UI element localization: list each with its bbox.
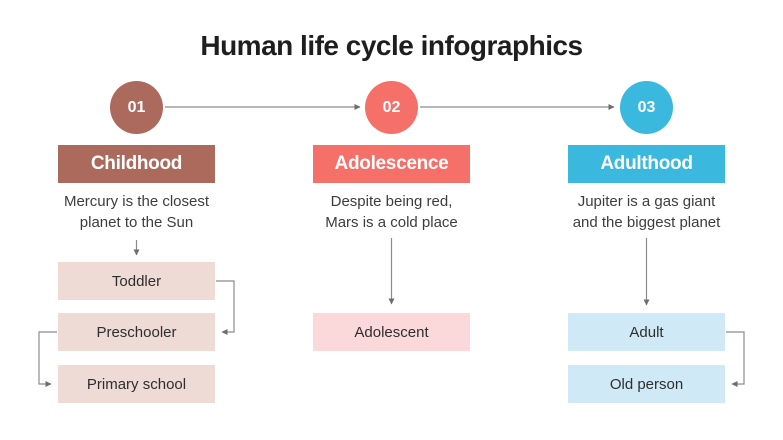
stage-description-adulthood: Jupiter is a gas giant and the biggest p… bbox=[548, 191, 745, 233]
step-circle-childhood: 01 bbox=[110, 81, 163, 134]
stage-box-preschooler: Preschooler bbox=[58, 313, 215, 351]
step-number-adulthood: 03 bbox=[637, 98, 656, 116]
stage-box-primary-school-label: Primary school bbox=[86, 375, 187, 393]
step-number-childhood: 01 bbox=[127, 98, 146, 116]
elbow-preschooler-to-primary-school bbox=[38, 331, 57, 387]
stage-header-adulthood: Adulthood bbox=[568, 145, 725, 183]
elbow-toddler-to-preschooler bbox=[216, 280, 235, 335]
description-line: Jupiter is a gas giant bbox=[577, 193, 716, 210]
description-line: Despite being red, bbox=[330, 193, 453, 210]
description-line: planet to the Sun bbox=[79, 214, 194, 231]
stage-header-adulthood-label: Adulthood bbox=[600, 153, 693, 174]
stage-box-old-person-label: Old person bbox=[609, 375, 684, 393]
stage-box-primary-school: Primary school bbox=[58, 365, 215, 403]
stage-box-adolescent: Adolescent bbox=[313, 313, 470, 351]
stage-box-adult-label: Adult bbox=[629, 323, 664, 341]
description-line: Mercury is the closest bbox=[63, 193, 210, 210]
stage-box-adult: Adult bbox=[568, 313, 725, 351]
stage-box-old-person: Old person bbox=[568, 365, 725, 403]
elbow-adult-to-old-person bbox=[726, 331, 745, 387]
page-title: Human life cycle infographics bbox=[200, 30, 583, 61]
step-number-adolescence: 02 bbox=[382, 98, 401, 116]
column-childhood: 01 Childhood Mercury is the closest plan… bbox=[58, 81, 215, 411]
step-circle-adolescence: 02 bbox=[365, 81, 418, 134]
stage-description-childhood: Mercury is the closest planet to the Sun bbox=[38, 191, 235, 233]
description-line: Mars is a cold place bbox=[325, 214, 458, 231]
stage-header-childhood: Childhood bbox=[58, 145, 215, 183]
stage-box-adolescent-label: Adolescent bbox=[354, 323, 429, 341]
stage-box-toddler: Toddler bbox=[58, 262, 215, 300]
step-circle-adulthood: 03 bbox=[620, 81, 673, 134]
stage-header-adolescence: Adolescence bbox=[313, 145, 470, 183]
stage-description-adolescence: Despite being red, Mars is a cold place bbox=[293, 191, 490, 233]
stage-header-adolescence-label: Adolescence bbox=[334, 153, 449, 174]
description-line: and the biggest planet bbox=[572, 214, 721, 231]
column-adolescence: 02 Adolescence Despite being red, Mars i… bbox=[313, 81, 470, 411]
stage-box-preschooler-label: Preschooler bbox=[96, 323, 177, 341]
column-adulthood: 03 Adulthood Jupiter is a gas giant and … bbox=[568, 81, 725, 411]
stage-box-toddler-label: Toddler bbox=[111, 272, 162, 290]
stage-header-childhood-label: Childhood bbox=[90, 153, 183, 174]
